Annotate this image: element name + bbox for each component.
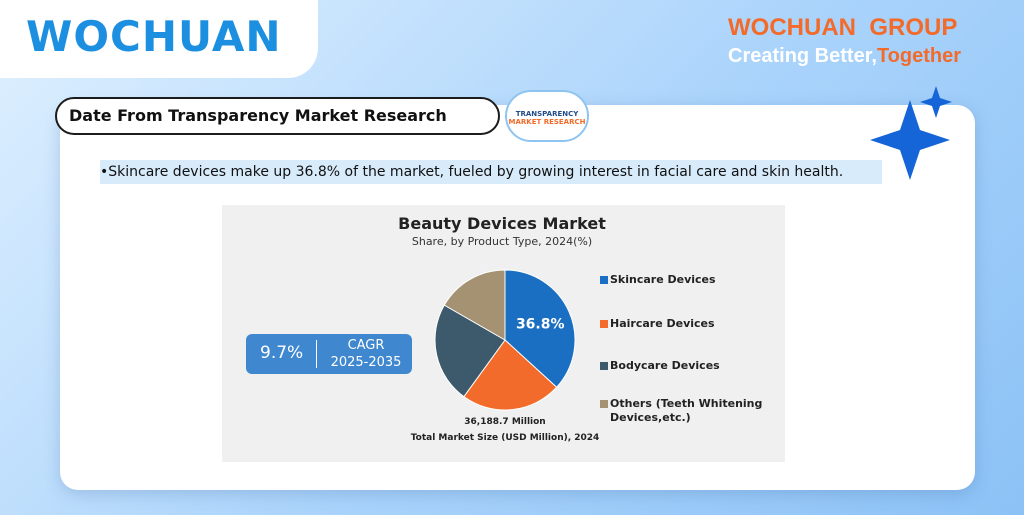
- group-name: WOCHUAN GROUP: [728, 14, 958, 41]
- legend-entry: Others (Teeth Whitening Devices,etc.): [600, 397, 785, 425]
- legend-swatch: [600, 400, 608, 408]
- slogan: Creating Better,Together: [728, 45, 961, 68]
- bullet-text: •Skincare devices make up 36.8% of the m…: [100, 160, 882, 184]
- legend-label: Haircare Devices: [610, 317, 715, 330]
- pie-slice: [434, 304, 506, 398]
- chart-title: Beauty Devices Market: [398, 214, 606, 233]
- legend-swatch: [600, 362, 608, 370]
- legend-swatch: [600, 276, 608, 284]
- source-logo-line: TRANSPARENCY: [515, 110, 579, 118]
- slogan-text: Creating Better,: [728, 45, 877, 67]
- star: [920, 86, 952, 118]
- legend-label: Bodycare Devices: [610, 359, 720, 372]
- legend-swatch: [600, 320, 608, 328]
- legend-entry: Haircare Devices: [600, 317, 785, 331]
- legend-label: Skincare Devices: [610, 273, 716, 286]
- pie-slice: [463, 339, 558, 411]
- header-title: Date From Transparency Market Research: [55, 97, 500, 135]
- star: [870, 100, 950, 180]
- cagr-value: 9.7%: [260, 343, 304, 363]
- pie-slice: [443, 269, 506, 341]
- source-logo: TRANSPARENCY MARKET RESEARCH: [505, 90, 589, 142]
- pie-slice: [504, 269, 576, 388]
- market-size-caption: Total Market Size (USD Million), 2024: [410, 433, 600, 443]
- cagr-period: 2025-2035: [330, 355, 402, 370]
- market-size: 36,188.7 Million: [464, 417, 546, 427]
- slogan-highlight: Together: [876, 45, 962, 67]
- chart-subtitle: Share, by Product Type, 2024(%): [411, 235, 593, 248]
- cagr-box: 9.7% CAGR 2025-2035: [246, 334, 412, 374]
- cagr-label-text: CAGR: [347, 338, 385, 353]
- cagr-label: CAGR 2025-2035: [324, 337, 408, 371]
- logo: WOCHUAN: [26, 12, 282, 61]
- separator: [316, 340, 317, 368]
- source-logo-line: MARKET RESEARCH: [508, 118, 586, 126]
- legend-entry: Skincare Devices: [600, 273, 785, 287]
- slice-label: 36.8%: [516, 316, 565, 332]
- legend-label: Others (Teeth Whitening Devices,etc.): [610, 397, 763, 424]
- legend-entry: Bodycare Devices: [600, 359, 785, 373]
- logo-tab: [0, 0, 318, 78]
